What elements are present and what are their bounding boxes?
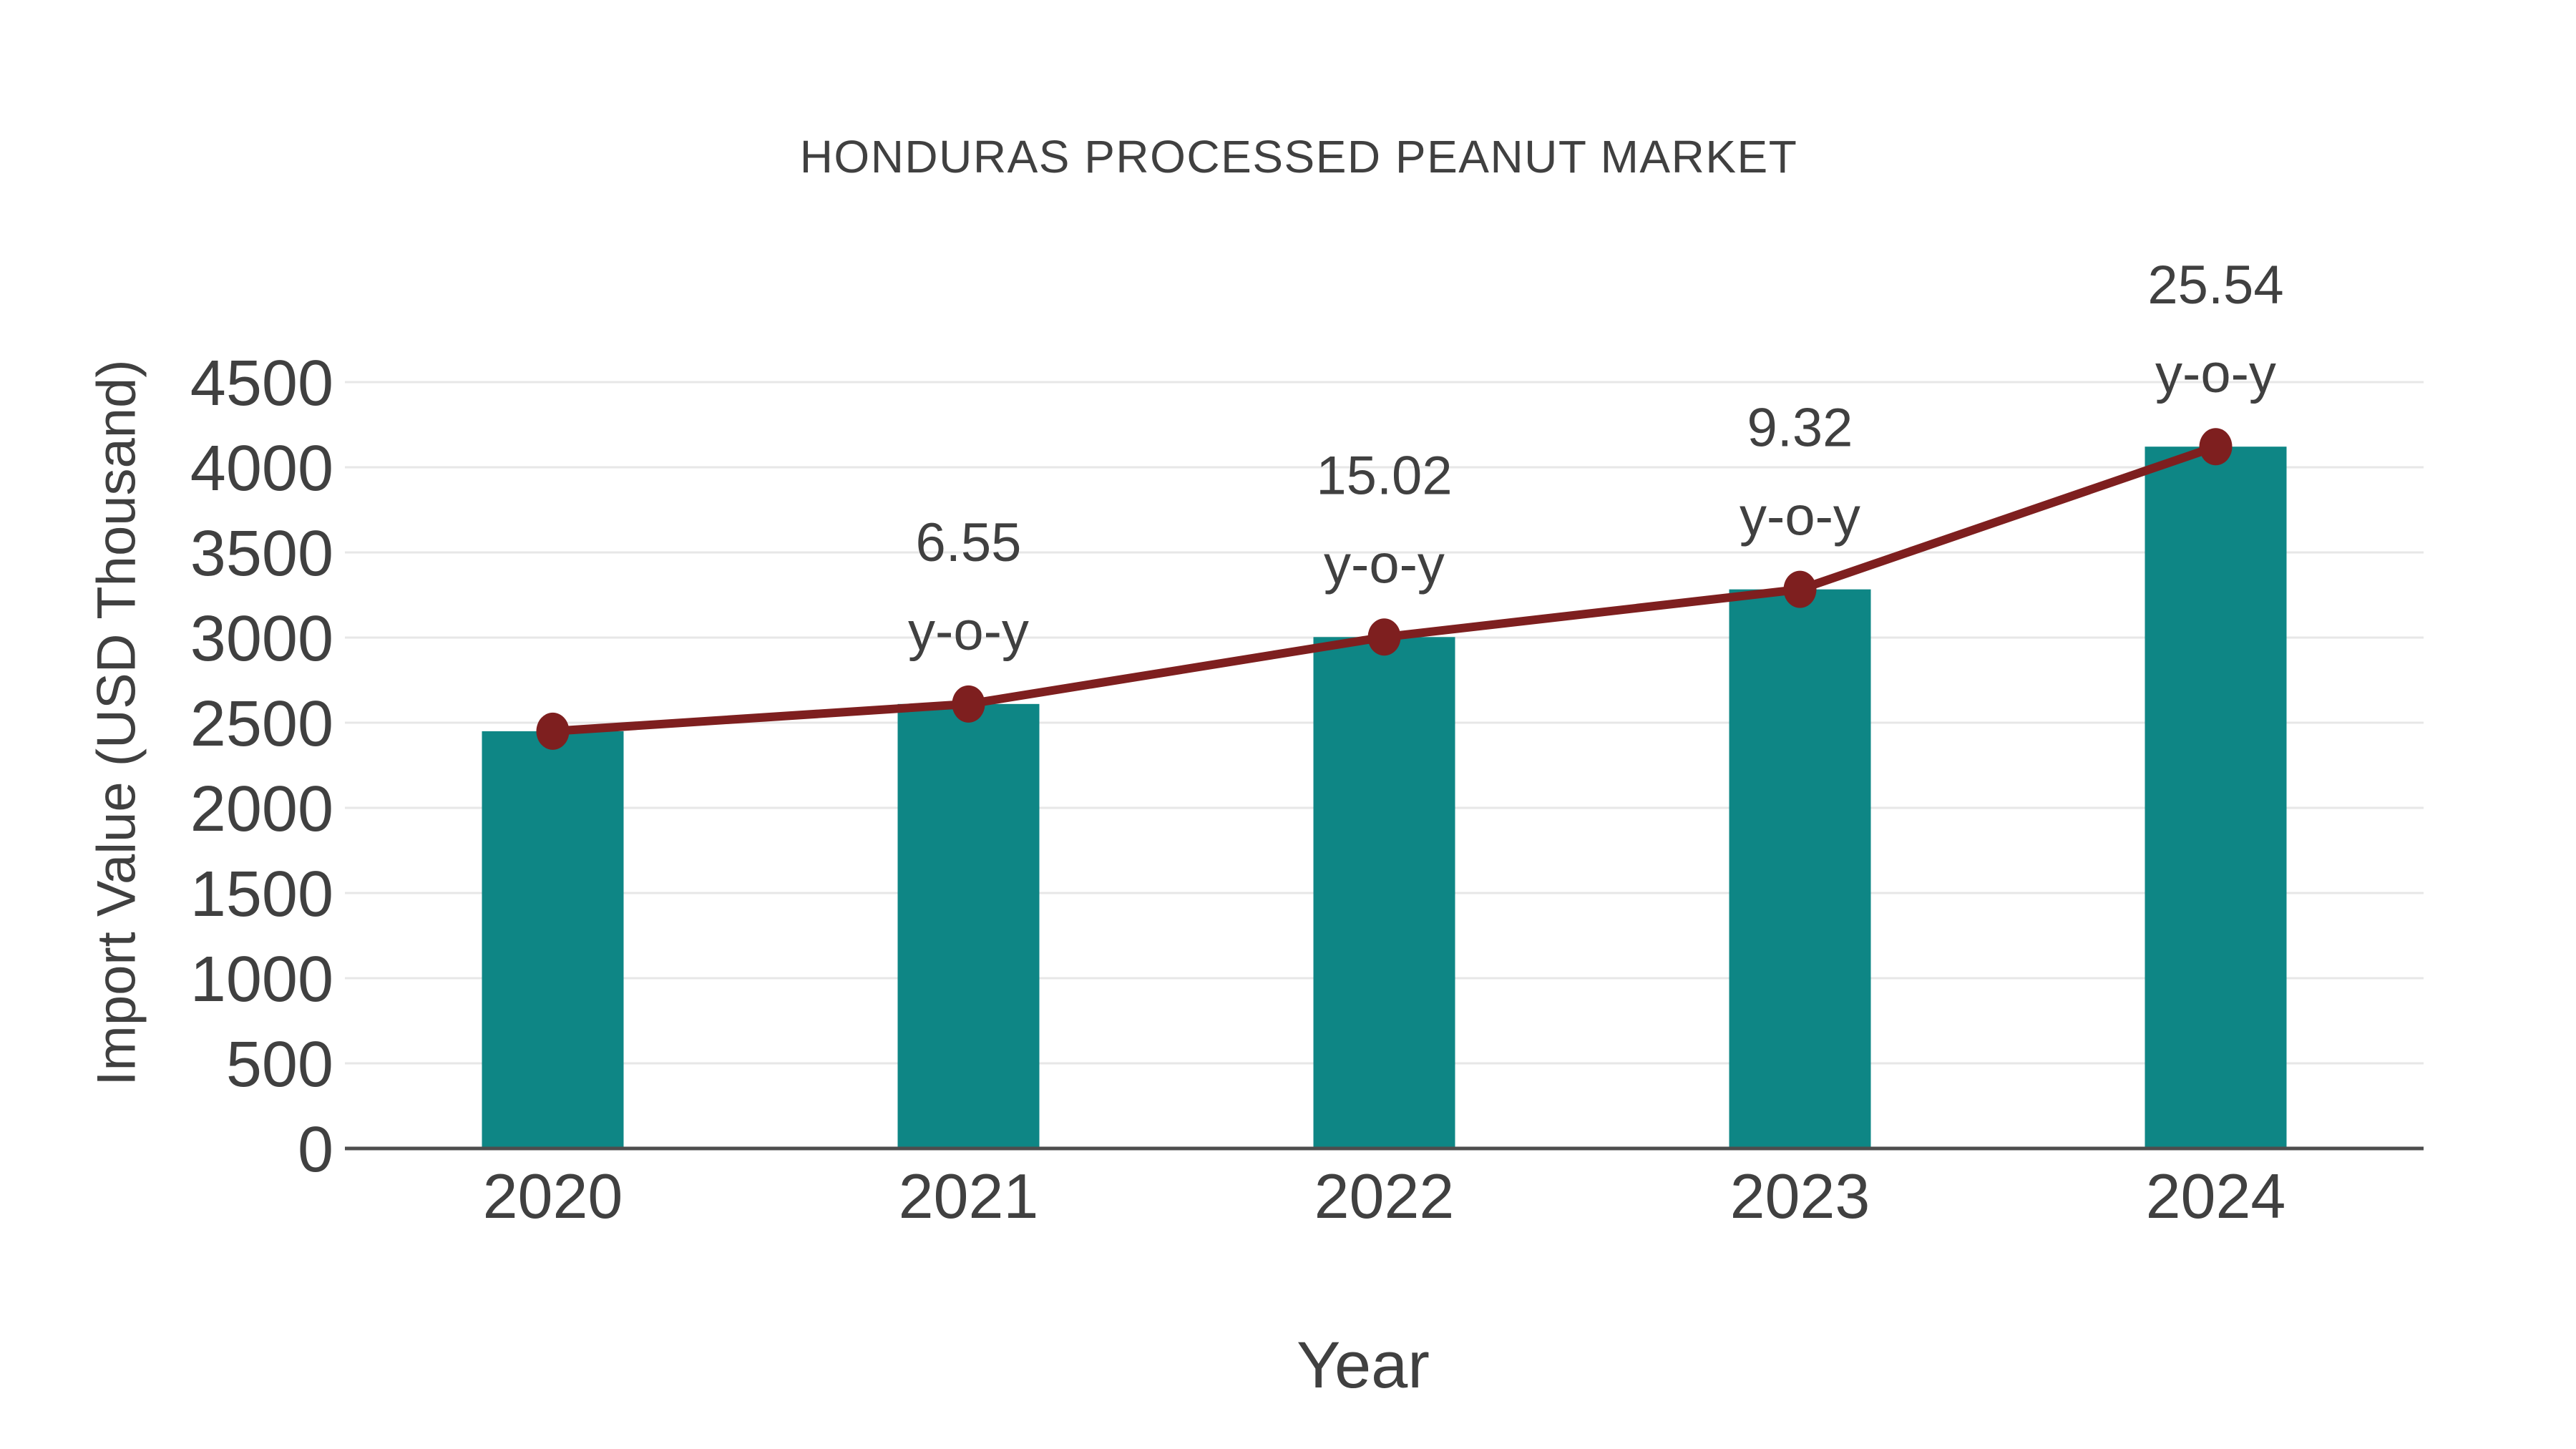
yoy-value-2024: 25.54: [2147, 255, 2283, 316]
y-tick-label-2500: 2500: [190, 688, 333, 760]
y-tick-label-500: 500: [226, 1029, 333, 1101]
trend-marker-2021[interactable]: [952, 685, 985, 723]
y-tick-label-1500: 1500: [190, 859, 333, 930]
yoy-value-2023: 9.32: [1747, 398, 1853, 459]
x-tick-label-2023: 2023: [1730, 1161, 1870, 1231]
trend-marker-2023[interactable]: [1783, 570, 1817, 608]
y-tick-label-0: 0: [298, 1114, 333, 1186]
y-tick-label-2000: 2000: [190, 774, 333, 845]
bar-2024[interactable]: [2145, 447, 2287, 1148]
x-tick-label-2020: 2020: [483, 1161, 623, 1231]
trend-marker-2024[interactable]: [2199, 428, 2233, 466]
yoy-value-2022: 15.02: [1316, 445, 1452, 506]
yoy-suffix-2023: y-o-y: [1740, 487, 1860, 547]
x-axis-title: Year: [1297, 1329, 1430, 1402]
trend-marker-2020[interactable]: [536, 712, 570, 750]
bar-2023[interactable]: [1729, 589, 1871, 1148]
y-tick-label-1000: 1000: [190, 944, 333, 1015]
y-tick-label-3500: 3500: [190, 518, 333, 590]
yoy-suffix-2021: y-o-y: [908, 601, 1029, 662]
y-tick-label-3000: 3000: [190, 603, 333, 675]
y-tick-label-4000: 4000: [190, 433, 333, 504]
yoy-suffix-2024: y-o-y: [2155, 343, 2276, 404]
x-tick-label-2024: 2024: [2146, 1161, 2286, 1231]
yoy-value-2021: 6.55: [916, 512, 1022, 573]
bar-2022[interactable]: [1313, 637, 1455, 1148]
trend-marker-2022[interactable]: [1367, 618, 1401, 656]
y-tick-label-4500: 4500: [190, 348, 333, 419]
x-tick-label-2022: 2022: [1314, 1161, 1455, 1231]
bar-2020[interactable]: [482, 731, 624, 1148]
chart-title: HONDURAS PROCESSED PEANUT MARKET: [799, 131, 1798, 182]
x-tick-label-2021: 2021: [899, 1161, 1039, 1231]
yoy-suffix-2022: y-o-y: [1324, 534, 1445, 595]
bar-2021[interactable]: [897, 703, 1040, 1148]
